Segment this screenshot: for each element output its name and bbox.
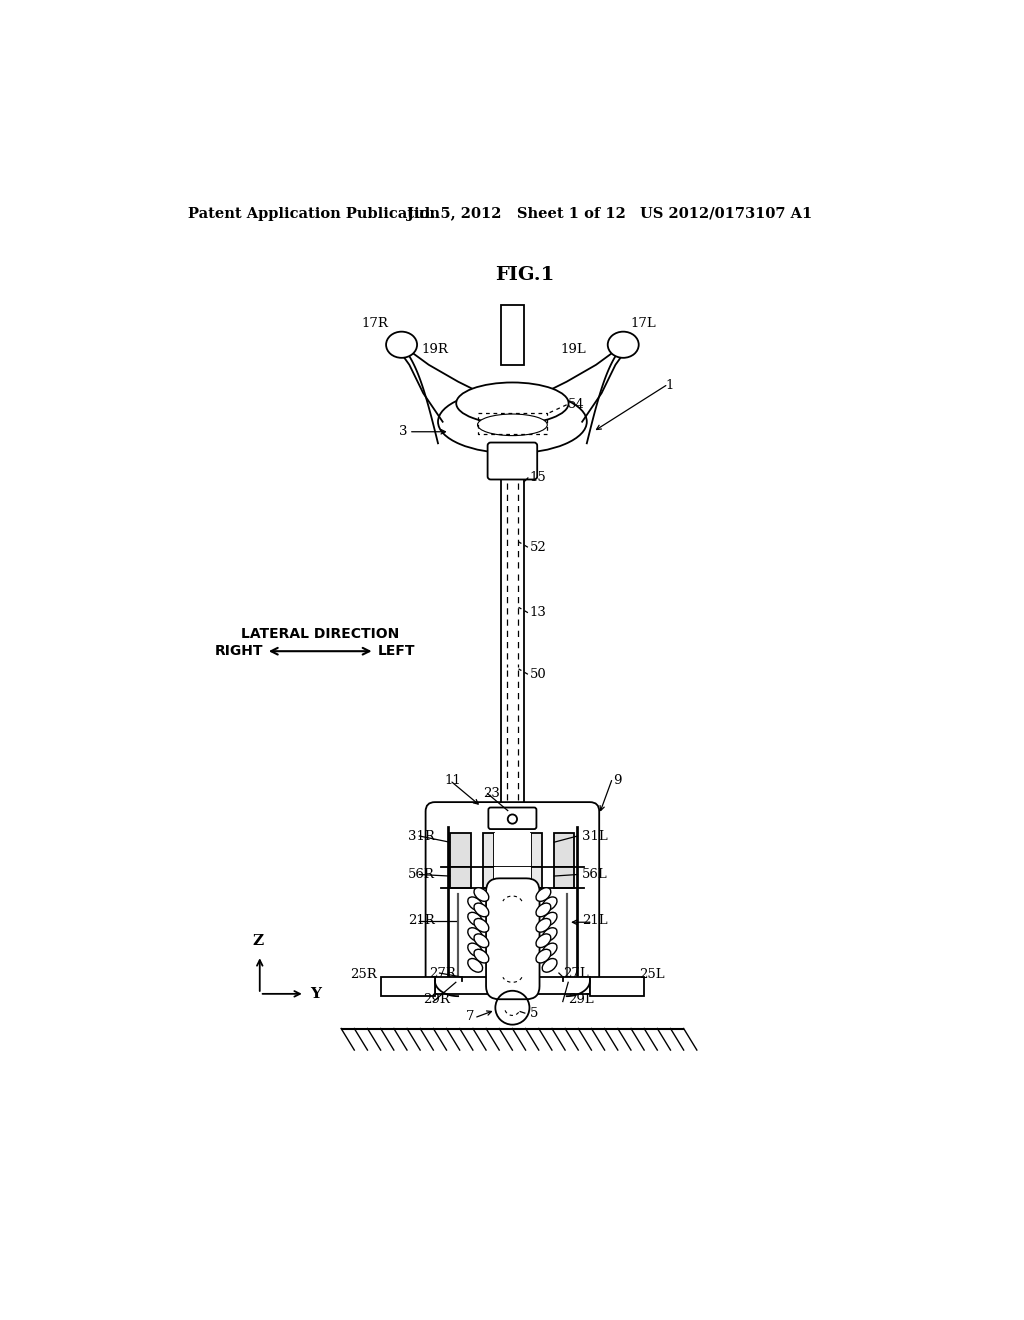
Ellipse shape	[542, 896, 557, 911]
Ellipse shape	[536, 887, 551, 902]
Ellipse shape	[474, 887, 488, 902]
Ellipse shape	[607, 331, 639, 358]
Bar	[435, 977, 590, 994]
Ellipse shape	[474, 933, 488, 948]
Text: Patent Application Publication: Patent Application Publication	[188, 207, 440, 220]
Bar	[501, 305, 524, 364]
Bar	[483, 833, 494, 867]
Text: 54: 54	[568, 399, 585, 412]
Text: 56L: 56L	[583, 869, 608, 880]
Text: Z: Z	[253, 933, 264, 948]
Bar	[451, 867, 471, 888]
Text: 23: 23	[483, 787, 500, 800]
Ellipse shape	[477, 414, 547, 436]
Bar	[590, 977, 644, 997]
Text: 31L: 31L	[583, 829, 608, 842]
Ellipse shape	[468, 958, 482, 973]
Ellipse shape	[542, 958, 557, 973]
Ellipse shape	[536, 919, 551, 932]
Text: 27L: 27L	[563, 966, 589, 979]
Ellipse shape	[474, 919, 488, 932]
Ellipse shape	[468, 942, 482, 957]
Text: 7: 7	[466, 1010, 474, 1023]
Bar	[451, 833, 471, 867]
Text: 21R: 21R	[408, 915, 434, 927]
Text: 17R: 17R	[361, 317, 388, 330]
Text: Y: Y	[310, 987, 322, 1001]
Text: 11: 11	[444, 774, 461, 787]
Ellipse shape	[468, 912, 482, 927]
Ellipse shape	[468, 928, 482, 941]
Text: 25R: 25R	[349, 968, 377, 981]
Bar	[554, 867, 574, 888]
Text: 13: 13	[529, 606, 547, 619]
Text: RIGHT: RIGHT	[214, 644, 263, 659]
Bar	[554, 833, 574, 867]
Ellipse shape	[474, 903, 488, 917]
Ellipse shape	[474, 949, 488, 964]
Text: 31R: 31R	[408, 829, 434, 842]
Text: 56R: 56R	[408, 869, 434, 880]
Text: 17L: 17L	[630, 317, 656, 330]
Ellipse shape	[542, 912, 557, 927]
Ellipse shape	[542, 928, 557, 941]
Bar	[483, 867, 494, 888]
FancyBboxPatch shape	[487, 442, 538, 479]
Text: 52: 52	[529, 541, 546, 554]
Text: LEFT: LEFT	[378, 644, 415, 659]
Bar	[531, 867, 542, 888]
Text: LATERAL DIRECTION: LATERAL DIRECTION	[241, 627, 399, 642]
Ellipse shape	[386, 331, 417, 358]
Ellipse shape	[536, 903, 551, 917]
Bar	[531, 833, 542, 867]
Text: 5: 5	[529, 1007, 538, 1019]
Ellipse shape	[438, 391, 587, 453]
FancyBboxPatch shape	[426, 803, 599, 990]
Text: 25L: 25L	[639, 968, 665, 981]
Text: 29L: 29L	[568, 993, 594, 1006]
Text: 1: 1	[666, 379, 674, 392]
Circle shape	[508, 814, 517, 824]
Text: 3: 3	[398, 425, 407, 438]
Text: 50: 50	[529, 668, 546, 681]
Ellipse shape	[536, 949, 551, 964]
Ellipse shape	[536, 933, 551, 948]
Text: 29R: 29R	[423, 993, 451, 1006]
Bar	[494, 867, 531, 888]
Ellipse shape	[468, 896, 482, 911]
FancyBboxPatch shape	[486, 878, 540, 999]
Circle shape	[496, 991, 529, 1024]
Text: Jul. 5, 2012   Sheet 1 of 12: Jul. 5, 2012 Sheet 1 of 12	[407, 207, 626, 220]
Text: 15: 15	[529, 471, 546, 484]
Ellipse shape	[542, 942, 557, 957]
Text: FIG.1: FIG.1	[496, 267, 554, 284]
Text: US 2012/0173107 A1: US 2012/0173107 A1	[640, 207, 812, 220]
FancyBboxPatch shape	[488, 808, 537, 829]
Text: 19R: 19R	[421, 343, 447, 356]
Text: 9: 9	[613, 774, 622, 787]
Bar	[381, 977, 435, 997]
Text: 19L: 19L	[560, 343, 586, 356]
Ellipse shape	[457, 383, 568, 424]
Text: 21L: 21L	[583, 915, 608, 927]
Bar	[494, 833, 531, 867]
Text: 27R: 27R	[429, 966, 456, 979]
